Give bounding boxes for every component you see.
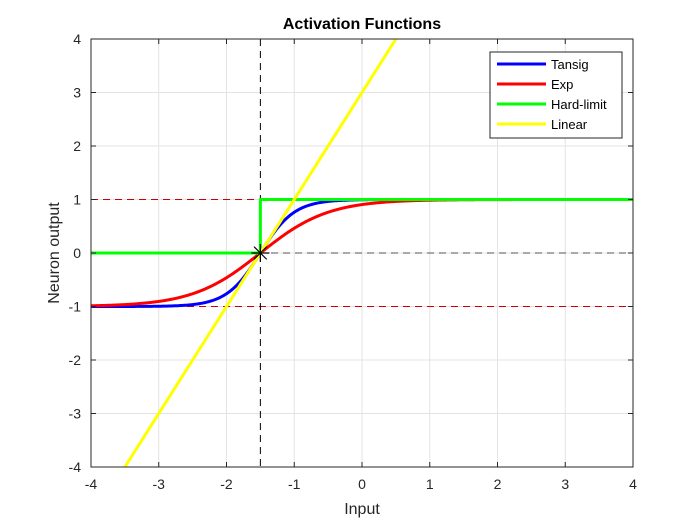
legend-items: Tansig Exp Hard-limit Linear <box>497 57 607 132</box>
x-tick-label: 2 <box>494 476 502 492</box>
series-line-hard-limit <box>91 198 633 255</box>
legend-item-linear: Linear <box>497 117 588 132</box>
legend-label: Linear <box>551 117 588 132</box>
legend: Tansig Exp Hard-limit Linear <box>489 51 623 139</box>
legend-item-hard-limit: Hard-limit <box>497 97 607 112</box>
ticks: -4 -3 -2 -1 0 1 2 3 4 -4 -3 -2 -1 0 1 2 3 4 <box>69 31 638 492</box>
y-axis-label: Neuron output <box>46 202 63 304</box>
y-tick-label: 2 <box>73 138 81 154</box>
y-tick-label: 4 <box>73 31 81 47</box>
legend-label: Tansig <box>551 57 589 72</box>
y-tick-label: -4 <box>69 459 82 475</box>
y-tick-label: -2 <box>69 352 82 368</box>
y-tick-label: 1 <box>73 192 81 208</box>
x-tick-label: -4 <box>85 476 98 492</box>
y-tick-label: 3 <box>73 85 81 101</box>
y-tick-label: -1 <box>69 299 82 315</box>
series-line-linear <box>123 39 398 467</box>
series-group <box>91 39 633 467</box>
x-tick-label: -3 <box>153 476 166 492</box>
legend-item-tansig: Tansig <box>497 57 589 72</box>
y-tick-label: -3 <box>69 406 82 422</box>
x-axis-label: Input <box>344 501 380 518</box>
x-tick-label: -2 <box>220 476 233 492</box>
y-tick-label: 0 <box>73 245 81 261</box>
x-tick-label: 3 <box>561 476 569 492</box>
x-tick-label: 1 <box>426 476 434 492</box>
legend-label: Exp <box>551 77 573 92</box>
x-tick-label: -1 <box>288 476 301 492</box>
center-marker-group <box>251 244 270 262</box>
marker-stroke <box>253 246 268 260</box>
legend-item-exp: Exp <box>497 77 573 92</box>
chart-title: Activation Functions <box>283 16 441 33</box>
x-tick-label: 0 <box>358 476 366 492</box>
center-marker <box>251 244 270 262</box>
legend-label: Hard-limit <box>551 97 607 112</box>
x-tick-label: 4 <box>629 476 637 492</box>
